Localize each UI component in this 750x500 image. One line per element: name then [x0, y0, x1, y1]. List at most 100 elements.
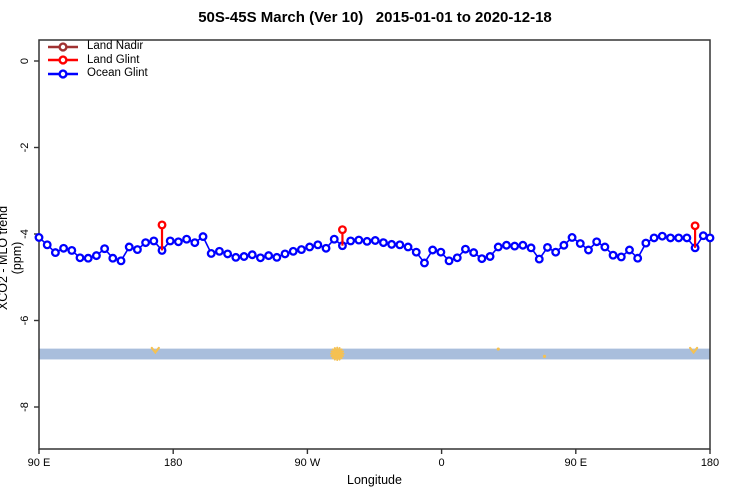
ocean-glint-point — [633, 253, 643, 263]
ocean-glint-point — [641, 238, 651, 248]
ocean-glint-point — [452, 253, 462, 263]
x-tick-label: 0 — [439, 457, 445, 469]
land-glint-point — [157, 220, 167, 230]
x-tick-label: 180 — [164, 457, 182, 469]
ocean-glint-series — [34, 231, 715, 268]
ocean-glint-point — [100, 244, 110, 254]
ocean-glint-point — [559, 240, 569, 250]
y-tick-label: -8 — [19, 402, 31, 412]
legend-item-ocean-glint: Ocean Glint — [46, 67, 148, 81]
chevron-mark-icon — [150, 346, 160, 355]
ocean-glint-point — [567, 233, 577, 242]
ocean-glint-point — [67, 245, 77, 255]
ocean-glint-point — [313, 240, 323, 250]
ocean-glint-point — [214, 246, 224, 256]
ocean-glint-point — [600, 242, 610, 252]
ocean-glint-point — [75, 253, 85, 263]
ocean-glint-point — [436, 247, 446, 257]
ocean-glint-point — [682, 233, 692, 243]
ocean-glint-point — [485, 252, 495, 261]
ocean-glint-point — [288, 246, 298, 256]
ocean-glint-point — [59, 243, 69, 253]
ocean-glint-point — [428, 245, 438, 255]
ocean-glint-point — [705, 233, 715, 243]
land-glint-point — [337, 225, 347, 235]
x-axis-label: Longitude — [347, 473, 402, 487]
ocean-glint-key-icon — [48, 69, 78, 79]
x-tick-label: 90 E — [28, 457, 51, 469]
axes: 90 E 180 90 W 0 90 E 180 0 -2 -4 -6 -8 — [19, 39, 719, 469]
chevron-mark-icon — [688, 346, 699, 355]
ocean-glint-point — [575, 239, 585, 248]
ocean-glint-point — [411, 247, 421, 257]
ocean-glint-point — [132, 245, 142, 255]
ocean-glint-point — [551, 247, 561, 257]
y-tick-label: -6 — [19, 316, 31, 326]
ocean-glint-point — [666, 233, 675, 243]
ocean-glint-point — [42, 240, 52, 250]
ocean-glint-point — [584, 245, 593, 255]
ocean-glint-point — [239, 252, 249, 261]
land-glint-points — [157, 220, 700, 251]
ocean-glint-point — [403, 242, 413, 252]
ocean-glint-point — [91, 251, 101, 261]
ocean-glint-point — [223, 249, 233, 259]
ocean-glint-point — [534, 254, 544, 264]
ocean-glint-point — [370, 236, 380, 245]
y-tick-label: -4 — [19, 229, 31, 239]
ocean-glint-point — [198, 232, 208, 242]
ocean-glint-point — [296, 245, 306, 255]
ocean-glint-point — [461, 244, 470, 254]
ocean-glint-point — [305, 242, 315, 252]
ocean-glint-point — [608, 250, 618, 260]
ocean-glint-point — [469, 248, 479, 258]
ocean-glint-point — [649, 233, 659, 243]
ocean-glint-point — [510, 241, 520, 251]
ocean-glint-point — [173, 237, 183, 247]
ocean-glint-point — [124, 242, 134, 252]
ocean-glint-point — [231, 252, 241, 262]
ocean-glint-point — [280, 249, 290, 259]
ocean-glint-point — [616, 252, 626, 262]
ocean-glint-point — [387, 239, 397, 249]
ocean-glint-point — [83, 253, 93, 263]
chart-title: 50S-45S March (Ver 10) 2015-01-01 to 202… — [198, 9, 552, 26]
ocean-glint-point — [477, 254, 487, 264]
ocean-glint-point — [255, 253, 265, 263]
y-tick-label: -2 — [19, 143, 31, 153]
legend-item-land-glint: Land Glint — [46, 54, 148, 68]
band — [39, 348, 710, 360]
ocean-glint-point — [543, 242, 552, 252]
y-tick-label: 0 — [19, 58, 31, 64]
dot-mark-icon — [542, 354, 547, 358]
ocean-glint-point — [674, 233, 684, 243]
legend: Land Nadir Land Glint Ocean Glint — [46, 40, 148, 81]
dot-mark-icon — [496, 347, 500, 351]
ocean-glint-point — [149, 236, 159, 246]
x-tick-label: 90 W — [295, 457, 321, 469]
x-tick-label: 90 E — [564, 457, 587, 469]
ocean-glint-point — [165, 236, 175, 246]
ocean-glint-point — [108, 253, 118, 263]
ocean-glint-point — [34, 233, 44, 242]
ocean-glint-point — [50, 248, 60, 258]
ocean-glint-point — [346, 236, 356, 246]
ocean-glint-point — [190, 238, 200, 248]
ocean-glint-point — [206, 249, 216, 258]
ocean-glint-point — [362, 236, 372, 246]
ocean-glint-point — [272, 252, 282, 262]
ocean-glint-point — [264, 251, 274, 261]
ocean-glint-point — [116, 256, 126, 266]
ocean-glint-point — [493, 242, 503, 252]
ocean-glint-point — [592, 237, 602, 247]
ocean-glint-point — [354, 235, 364, 245]
ocean-glint-point — [395, 240, 405, 250]
ocean-glint-point — [329, 234, 339, 244]
asterisk-mark-icon — [330, 346, 345, 362]
ocean-glint-point — [321, 243, 331, 253]
y-axis-label: XCO2 - MLO trend (ppm) — [0, 205, 24, 311]
land-nadir-key-icon — [48, 42, 78, 52]
land-glint-point — [690, 221, 700, 231]
